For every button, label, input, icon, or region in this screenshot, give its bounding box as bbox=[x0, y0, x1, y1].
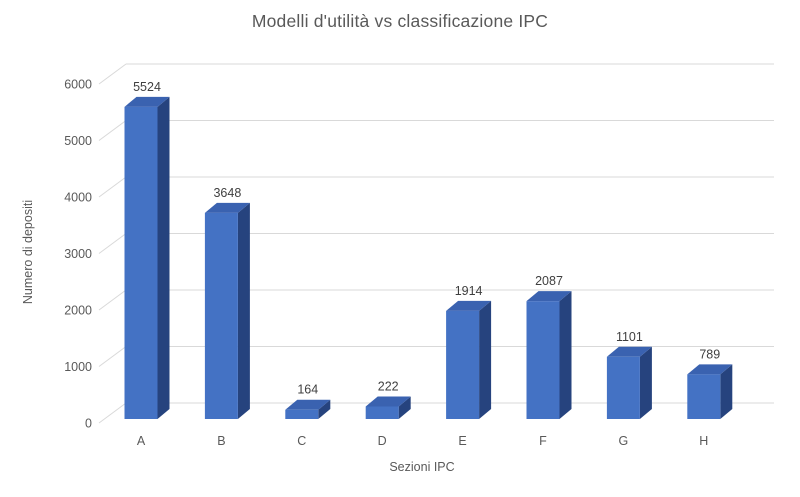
bar-top-C bbox=[285, 399, 331, 410]
data-label-A: 5524 bbox=[133, 80, 161, 94]
bar-D bbox=[365, 406, 399, 419]
bar-side-D bbox=[398, 396, 411, 419]
category-label-E: E bbox=[458, 434, 466, 448]
category-label-B: B bbox=[217, 434, 225, 448]
y-tick-line bbox=[98, 120, 127, 141]
category-label-A: A bbox=[137, 434, 146, 448]
y-tick-label: 0 bbox=[85, 417, 92, 431]
bar-H bbox=[687, 374, 721, 419]
bar-side-F bbox=[559, 291, 572, 419]
chart-title: Modelli d'utilità vs classificazione IPC bbox=[251, 11, 549, 31]
y-tick-label: 6000 bbox=[64, 78, 92, 92]
bar-top-D bbox=[365, 396, 411, 407]
bar-top-H bbox=[687, 364, 733, 375]
bar-E bbox=[446, 310, 480, 419]
bar-side-A bbox=[157, 96, 170, 420]
y-tick-label: 5000 bbox=[64, 134, 92, 148]
data-label-E: 1914 bbox=[455, 284, 483, 298]
category-label-F: F bbox=[539, 434, 547, 448]
bar-side-H bbox=[720, 364, 733, 419]
bar-C bbox=[285, 409, 319, 419]
category-label-G: G bbox=[619, 434, 629, 448]
bar-side-B bbox=[237, 202, 250, 419]
bar-G bbox=[606, 356, 640, 419]
data-label-F: 2087 bbox=[535, 274, 563, 288]
bar-top-E bbox=[446, 300, 492, 311]
bar-side-C bbox=[318, 399, 331, 419]
y-tick-label: 3000 bbox=[64, 247, 92, 261]
y-tick-line bbox=[98, 176, 127, 198]
y-tick-label: 2000 bbox=[64, 304, 92, 318]
y-tick-line bbox=[98, 289, 127, 311]
y-tick-line bbox=[98, 346, 127, 367]
y-tick-label: 4000 bbox=[64, 191, 92, 205]
y-tick-line bbox=[98, 233, 127, 254]
bar-top-A bbox=[124, 96, 170, 107]
data-label-B: 3648 bbox=[213, 186, 241, 200]
x-axis-title: Sezioni IPC bbox=[389, 460, 455, 474]
y-tick-label: 1000 bbox=[64, 360, 92, 374]
bar-F bbox=[526, 301, 560, 419]
y-tick-line bbox=[98, 63, 127, 85]
data-label-D: 222 bbox=[378, 379, 399, 393]
bar-side-E bbox=[479, 300, 492, 419]
data-label-G: 1101 bbox=[616, 330, 643, 344]
category-label-D: D bbox=[378, 434, 387, 448]
y-tick-line bbox=[98, 402, 127, 424]
bar-B bbox=[204, 212, 238, 419]
data-label-C: 164 bbox=[297, 383, 318, 397]
data-label-H: 789 bbox=[699, 347, 720, 361]
bar-side-G bbox=[639, 346, 652, 419]
bar-top-G bbox=[606, 346, 652, 357]
category-label-C: C bbox=[297, 434, 306, 448]
bar-A bbox=[124, 106, 158, 420]
bar-top-F bbox=[526, 291, 572, 302]
bar-top-B bbox=[204, 202, 250, 213]
category-label-H: H bbox=[699, 434, 708, 448]
